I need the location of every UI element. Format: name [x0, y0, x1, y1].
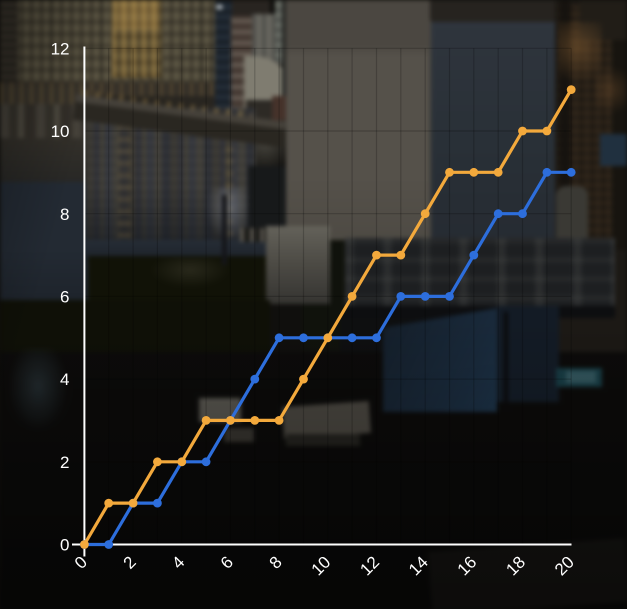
svg-text:18: 18	[502, 553, 529, 580]
svg-text:16: 16	[454, 553, 481, 580]
svg-text:0: 0	[60, 536, 69, 555]
svg-text:6: 6	[60, 288, 69, 307]
svg-text:2: 2	[60, 453, 69, 472]
svg-text:4: 4	[60, 370, 69, 389]
svg-text:14: 14	[405, 553, 432, 580]
svg-text:0: 0	[71, 553, 91, 573]
svg-text:8: 8	[60, 205, 69, 224]
svg-text:12: 12	[356, 553, 383, 580]
svg-text:6: 6	[217, 553, 237, 573]
svg-text:8: 8	[266, 553, 286, 573]
svg-text:10: 10	[51, 122, 70, 141]
svg-text:10: 10	[308, 553, 335, 580]
svg-text:2: 2	[120, 553, 140, 573]
svg-text:20: 20	[551, 553, 578, 580]
svg-text:4: 4	[168, 553, 188, 573]
svg-text:12: 12	[51, 39, 70, 58]
